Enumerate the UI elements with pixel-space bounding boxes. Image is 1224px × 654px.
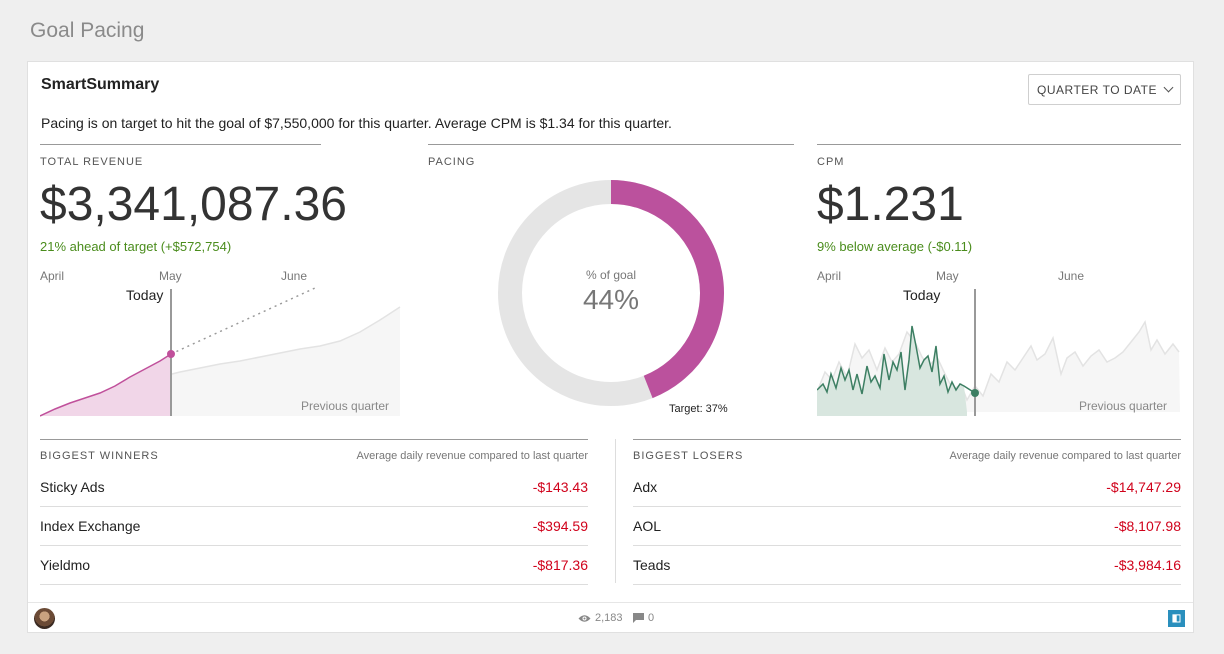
cpm-today-point [971, 389, 979, 397]
cpm-label: CPM [817, 156, 845, 168]
revenue-prev-quarter-label: Previous quarter [301, 399, 390, 413]
winners-subtitle: Average daily revenue compared to last q… [356, 450, 588, 462]
row-name: AOL [633, 518, 662, 534]
pacing-summary: Pacing is on target to hit the goal of $… [41, 115, 672, 131]
total-revenue-value: $3,341,087.36 [40, 178, 347, 231]
avatar[interactable] [34, 608, 55, 629]
pacing-donut-progress [610, 180, 724, 399]
biggest-losers-table: BIGGEST LOSERS Average daily revenue com… [633, 439, 1181, 585]
row-value: -$817.36 [532, 557, 588, 573]
pacing-panel: PACING [428, 144, 794, 414]
row-value: -$394.59 [532, 518, 588, 534]
cpm-current-line [817, 325, 976, 395]
cpm-month-may: May [936, 269, 959, 283]
views-stat: 2,183 [578, 612, 623, 624]
revenue-month-june: June [281, 269, 308, 283]
comments-count: 0 [648, 612, 655, 624]
cpm-today-label: Today [903, 287, 941, 303]
table-row[interactable]: Teads -$3,984.16 [633, 546, 1181, 585]
row-value: -$14,747.29 [1106, 479, 1181, 495]
chevron-down-icon [1163, 82, 1174, 93]
row-value: -$3,984.16 [1114, 557, 1181, 573]
table-row[interactable]: AOL -$8,107.98 [633, 507, 1181, 546]
revenue-month-may: May [159, 269, 182, 283]
eye-icon [578, 614, 591, 622]
row-name: Yieldmo [40, 557, 91, 573]
app-logo-icon[interactable]: ◧ [1168, 610, 1185, 627]
cpm-month-april: April [817, 269, 842, 283]
table-row[interactable]: Adx -$14,747.29 [633, 468, 1181, 507]
table-row[interactable]: Index Exchange -$394.59 [40, 507, 588, 546]
row-name: Sticky Ads [40, 479, 105, 495]
cpm-delta: 9% below average (-$0.11) [817, 239, 973, 254]
pacing-label: PACING [428, 156, 476, 168]
cpm-current-area [817, 326, 967, 416]
revenue-today-label: Today [126, 287, 164, 303]
cpm-chart [817, 289, 1180, 416]
pacing-target-label: Target: 37% [669, 403, 728, 415]
cpm-panel: CPM $1.231 9% below average (-$0.11) [817, 144, 1181, 414]
card-title: SmartSummary [41, 76, 160, 93]
total-revenue-panel: TOTAL REVENUE $3,341,087.36 21% ahead of… [40, 144, 347, 414]
row-value: -$143.43 [532, 479, 588, 495]
row-name: Adx [633, 479, 658, 495]
losers-title: BIGGEST LOSERS [633, 450, 744, 462]
pacing-center-label: % of goal [585, 268, 637, 282]
smart-summary-card: SmartSummary QUARTER TO DATE Pacing is o… [27, 61, 1194, 633]
revenue-delta: 21% ahead of target (+$572,754) [40, 239, 232, 254]
revenue-projection-line [170, 287, 316, 355]
row-name: Teads [633, 557, 671, 573]
revenue-chart [40, 287, 401, 417]
row-value: -$8,107.98 [1114, 518, 1181, 534]
table-row[interactable]: Yieldmo -$817.36 [40, 546, 588, 585]
pacing-donut [498, 180, 724, 406]
revenue-today-point [167, 350, 175, 358]
cpm-value: $1.231 [817, 178, 964, 231]
card-footer: 2,183 0 ◧ [28, 602, 1193, 633]
revenue-current-area [40, 354, 171, 416]
total-revenue-label: TOTAL REVENUE [40, 156, 144, 168]
cpm-prev-quarter-line [817, 319, 1180, 402]
winners-title: BIGGEST WINNERS [40, 450, 159, 462]
date-range-label: QUARTER TO DATE [1037, 82, 1157, 97]
biggest-winners-table: BIGGEST WINNERS Average daily revenue co… [40, 439, 588, 585]
revenue-month-april: April [40, 269, 65, 283]
comment-icon [633, 613, 644, 623]
date-range-dropdown[interactable]: QUARTER TO DATE [1028, 74, 1181, 105]
losers-subtitle: Average daily revenue compared to last q… [949, 450, 1181, 462]
views-count: 2,183 [595, 612, 623, 624]
row-name: Index Exchange [40, 518, 141, 534]
table-divider [615, 439, 616, 583]
table-row[interactable]: Sticky Ads -$143.43 [40, 468, 588, 507]
page-title: Goal Pacing [30, 19, 145, 42]
cpm-prev-quarter-label: Previous quarter [1079, 399, 1168, 413]
cpm-month-june: June [1058, 269, 1085, 283]
pacing-center-value: 44% [582, 284, 640, 315]
comments-stat[interactable]: 0 [633, 612, 654, 624]
revenue-current-line [40, 353, 172, 417]
